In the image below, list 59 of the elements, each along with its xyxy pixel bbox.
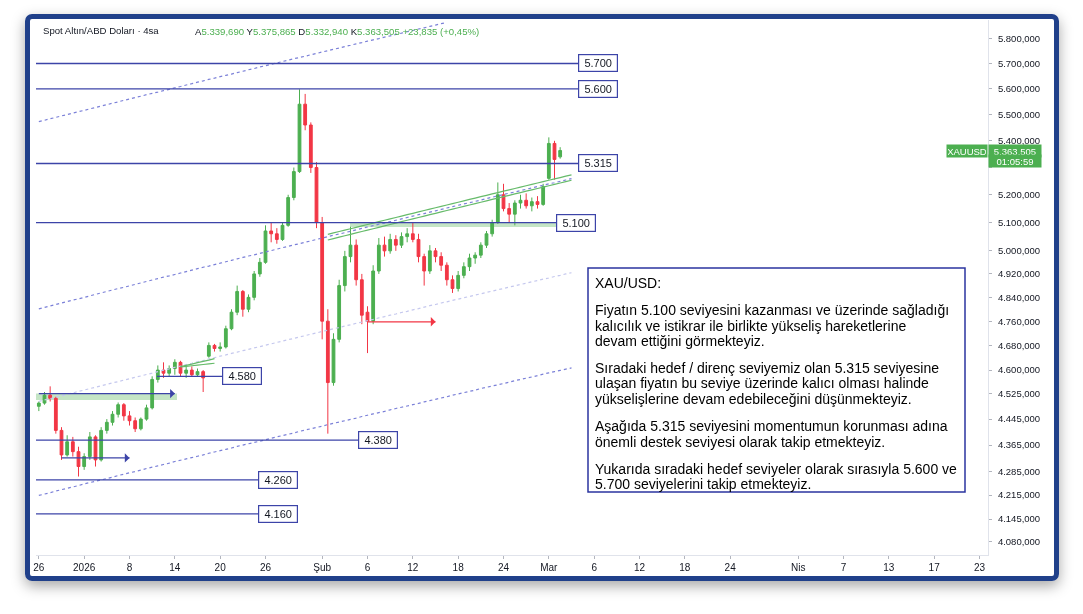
x-tick-label: 14 — [169, 562, 181, 573]
y-tick-label: 5.500,000 — [997, 108, 1041, 120]
x-tick-label: 8 — [126, 562, 133, 573]
text: 5.363,505 — [993, 145, 1037, 157]
y-tick-label: 4.365,000 — [997, 439, 1041, 451]
x-tick-label: 2026 — [73, 562, 96, 573]
x-tick-label: 13 — [883, 562, 895, 573]
x-tick-label: 20 — [214, 562, 227, 573]
y-tick-label: 5.400,000 — [997, 135, 1041, 147]
y-tick-label: 4.760,000 — [997, 315, 1041, 327]
x-tick-label: 23 — [973, 562, 986, 573]
y-tick-label: 4.680,000 — [997, 339, 1041, 351]
ref-line-label: 4.580 — [228, 370, 256, 383]
annotation: Yukarıda sıradaki hedef seviyeler olarak sırasıyla 5.600 ve 5.700 seviyelerini takip etmekteyiz. — [595, 461, 958, 492]
ref-line-label: 5.700 — [584, 57, 612, 70]
x-tick-label: 24 — [724, 562, 737, 573]
y-tick-label: 4.920,000 — [997, 268, 1041, 280]
y-tick-label: 4.145,000 — [997, 513, 1041, 525]
ref-line-label: 4.380 — [364, 434, 392, 447]
annotation: A5.339,690 Y5.375,865 D5.332,940 K5.363,505 +23,835 (+0,45%) — [195, 26, 480, 37]
y-tick-label: 4.080,000 — [997, 535, 1041, 547]
x-tick-label: 18 — [452, 562, 465, 573]
ref-line-label: 5.600 — [584, 83, 612, 96]
x-tick-label: 6 — [591, 562, 598, 573]
ref-line-label: 5.315 — [584, 157, 612, 170]
y-tick-label: 5.100,000 — [997, 216, 1041, 228]
annotation: XAU/USD: — [595, 275, 662, 291]
text: Spot Altın/ABD Doları · 4sa — [43, 25, 160, 37]
annotation: Sıradaki hedef / direnç seviyemiz olan 5.315 seviyesine ulaşan fiyatın bu seviye üzerinde kalıcı olması halinde yükselişlerine devam edebileceğini düşünmekteyiz. — [595, 360, 940, 407]
x-tick-label: Mar — [540, 562, 559, 573]
y-tick-label: 5.700,000 — [997, 57, 1041, 69]
ref-line-label: 4.260 — [264, 474, 292, 487]
y-tick-label: 4.600,000 — [997, 364, 1041, 376]
annotation: Aşağıda 5.315 seviyesini momentumun korunması adına önemli destek seviyesi olarak takip etmekteyiz. — [595, 418, 948, 450]
x-tick-label: 12 — [407, 562, 419, 573]
text: 01:05:59 — [996, 155, 1034, 167]
y-tick-label: 4.840,000 — [997, 291, 1041, 303]
ref-line-label: 4.160 — [264, 508, 292, 521]
y-tick-label: 5.800,000 — [997, 32, 1041, 44]
x-tick-label: Şub — [313, 562, 332, 573]
x-tick-label: 26 — [33, 562, 45, 573]
x-tick-label: 17 — [928, 562, 941, 573]
annotation: Fiyatın 5.100 seviyesini kazanması ve üzerinde sağladığı kalıcılık ve istikrar ile birlikte yükseliş hareketlerine devam ettiğini görmekteyiz. — [595, 302, 950, 349]
y-tick-label: 4.525,000 — [997, 387, 1041, 399]
y-tick-label: 4.285,000 — [997, 465, 1041, 477]
annotation: XAUUSD — [947, 145, 987, 157]
x-tick-label: Nis — [790, 562, 806, 573]
x-tick-label: 6 — [364, 562, 371, 573]
x-tick-label: 12 — [633, 562, 646, 573]
y-tick-label: 4.445,000 — [997, 413, 1041, 425]
y-tick-label: 4.215,000 — [997, 489, 1041, 501]
x-tick-label: 7 — [840, 562, 847, 573]
x-tick-label: 26 — [259, 562, 272, 573]
x-tick-label: 24 — [497, 562, 510, 573]
x-tick-label: 18 — [679, 562, 691, 573]
y-tick-label: 5.000,000 — [997, 245, 1041, 257]
ref-line-label: 5.100 — [562, 217, 590, 230]
y-tick-label: 5.200,000 — [997, 189, 1041, 201]
y-tick-label: 5.600,000 — [997, 83, 1041, 95]
